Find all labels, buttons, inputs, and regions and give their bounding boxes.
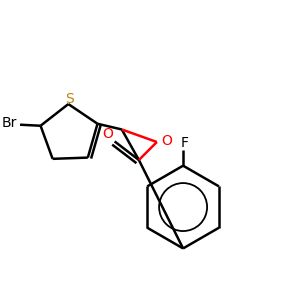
Text: F: F (181, 136, 188, 150)
Text: S: S (65, 92, 74, 106)
Text: O: O (161, 134, 172, 148)
Text: O: O (102, 127, 113, 141)
Text: Br: Br (2, 116, 17, 130)
